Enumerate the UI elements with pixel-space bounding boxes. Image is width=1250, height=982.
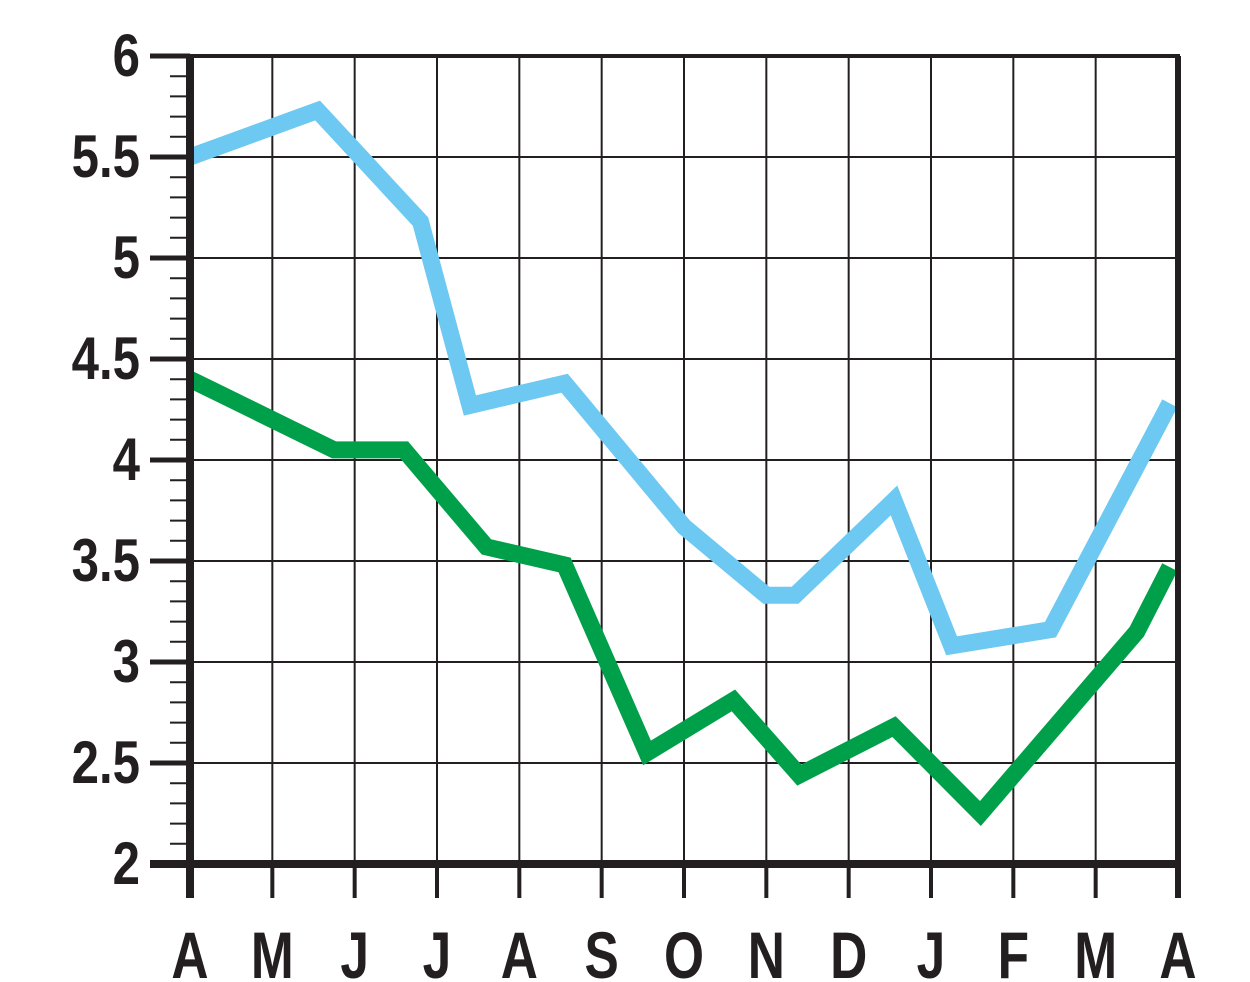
x-tick-label: M <box>1074 918 1117 982</box>
x-tick-label: J <box>423 918 452 982</box>
series-line-2 <box>186 371 1178 827</box>
x-tick-label: D <box>830 918 867 982</box>
series-line-1 <box>187 100 1178 656</box>
y-tick-label: 3.5 <box>72 526 140 594</box>
tick-labels: 22.533.544.555.56A M J J A S O N D J F M A <box>72 21 1197 982</box>
x-tick-label: O <box>664 918 704 982</box>
y-tick-label: 4.5 <box>72 324 140 392</box>
y-tick-label: 4 <box>113 425 141 493</box>
x-tick-label: A <box>1159 918 1196 982</box>
x-tick-label: A <box>501 918 538 982</box>
y-tick-label: 5 <box>113 223 140 291</box>
y-tick-label: 5.5 <box>72 122 140 190</box>
y-tick-label: 3 <box>113 627 140 695</box>
x-tick-label: M <box>251 918 294 982</box>
series-lines <box>186 100 1178 827</box>
y-tick-label: 2 <box>113 829 140 897</box>
x-tick-label: F <box>998 918 1029 982</box>
y-tick-label: 2.5 <box>72 728 140 796</box>
x-tick-label: A <box>171 918 208 982</box>
grid <box>190 56 1178 864</box>
axes <box>150 53 1181 898</box>
x-tick-label: N <box>748 918 785 982</box>
x-tick-label: S <box>585 918 619 982</box>
y-tick-label: 6 <box>113 21 140 89</box>
x-tick-label: J <box>917 918 946 982</box>
x-tick-label: J <box>340 918 369 982</box>
